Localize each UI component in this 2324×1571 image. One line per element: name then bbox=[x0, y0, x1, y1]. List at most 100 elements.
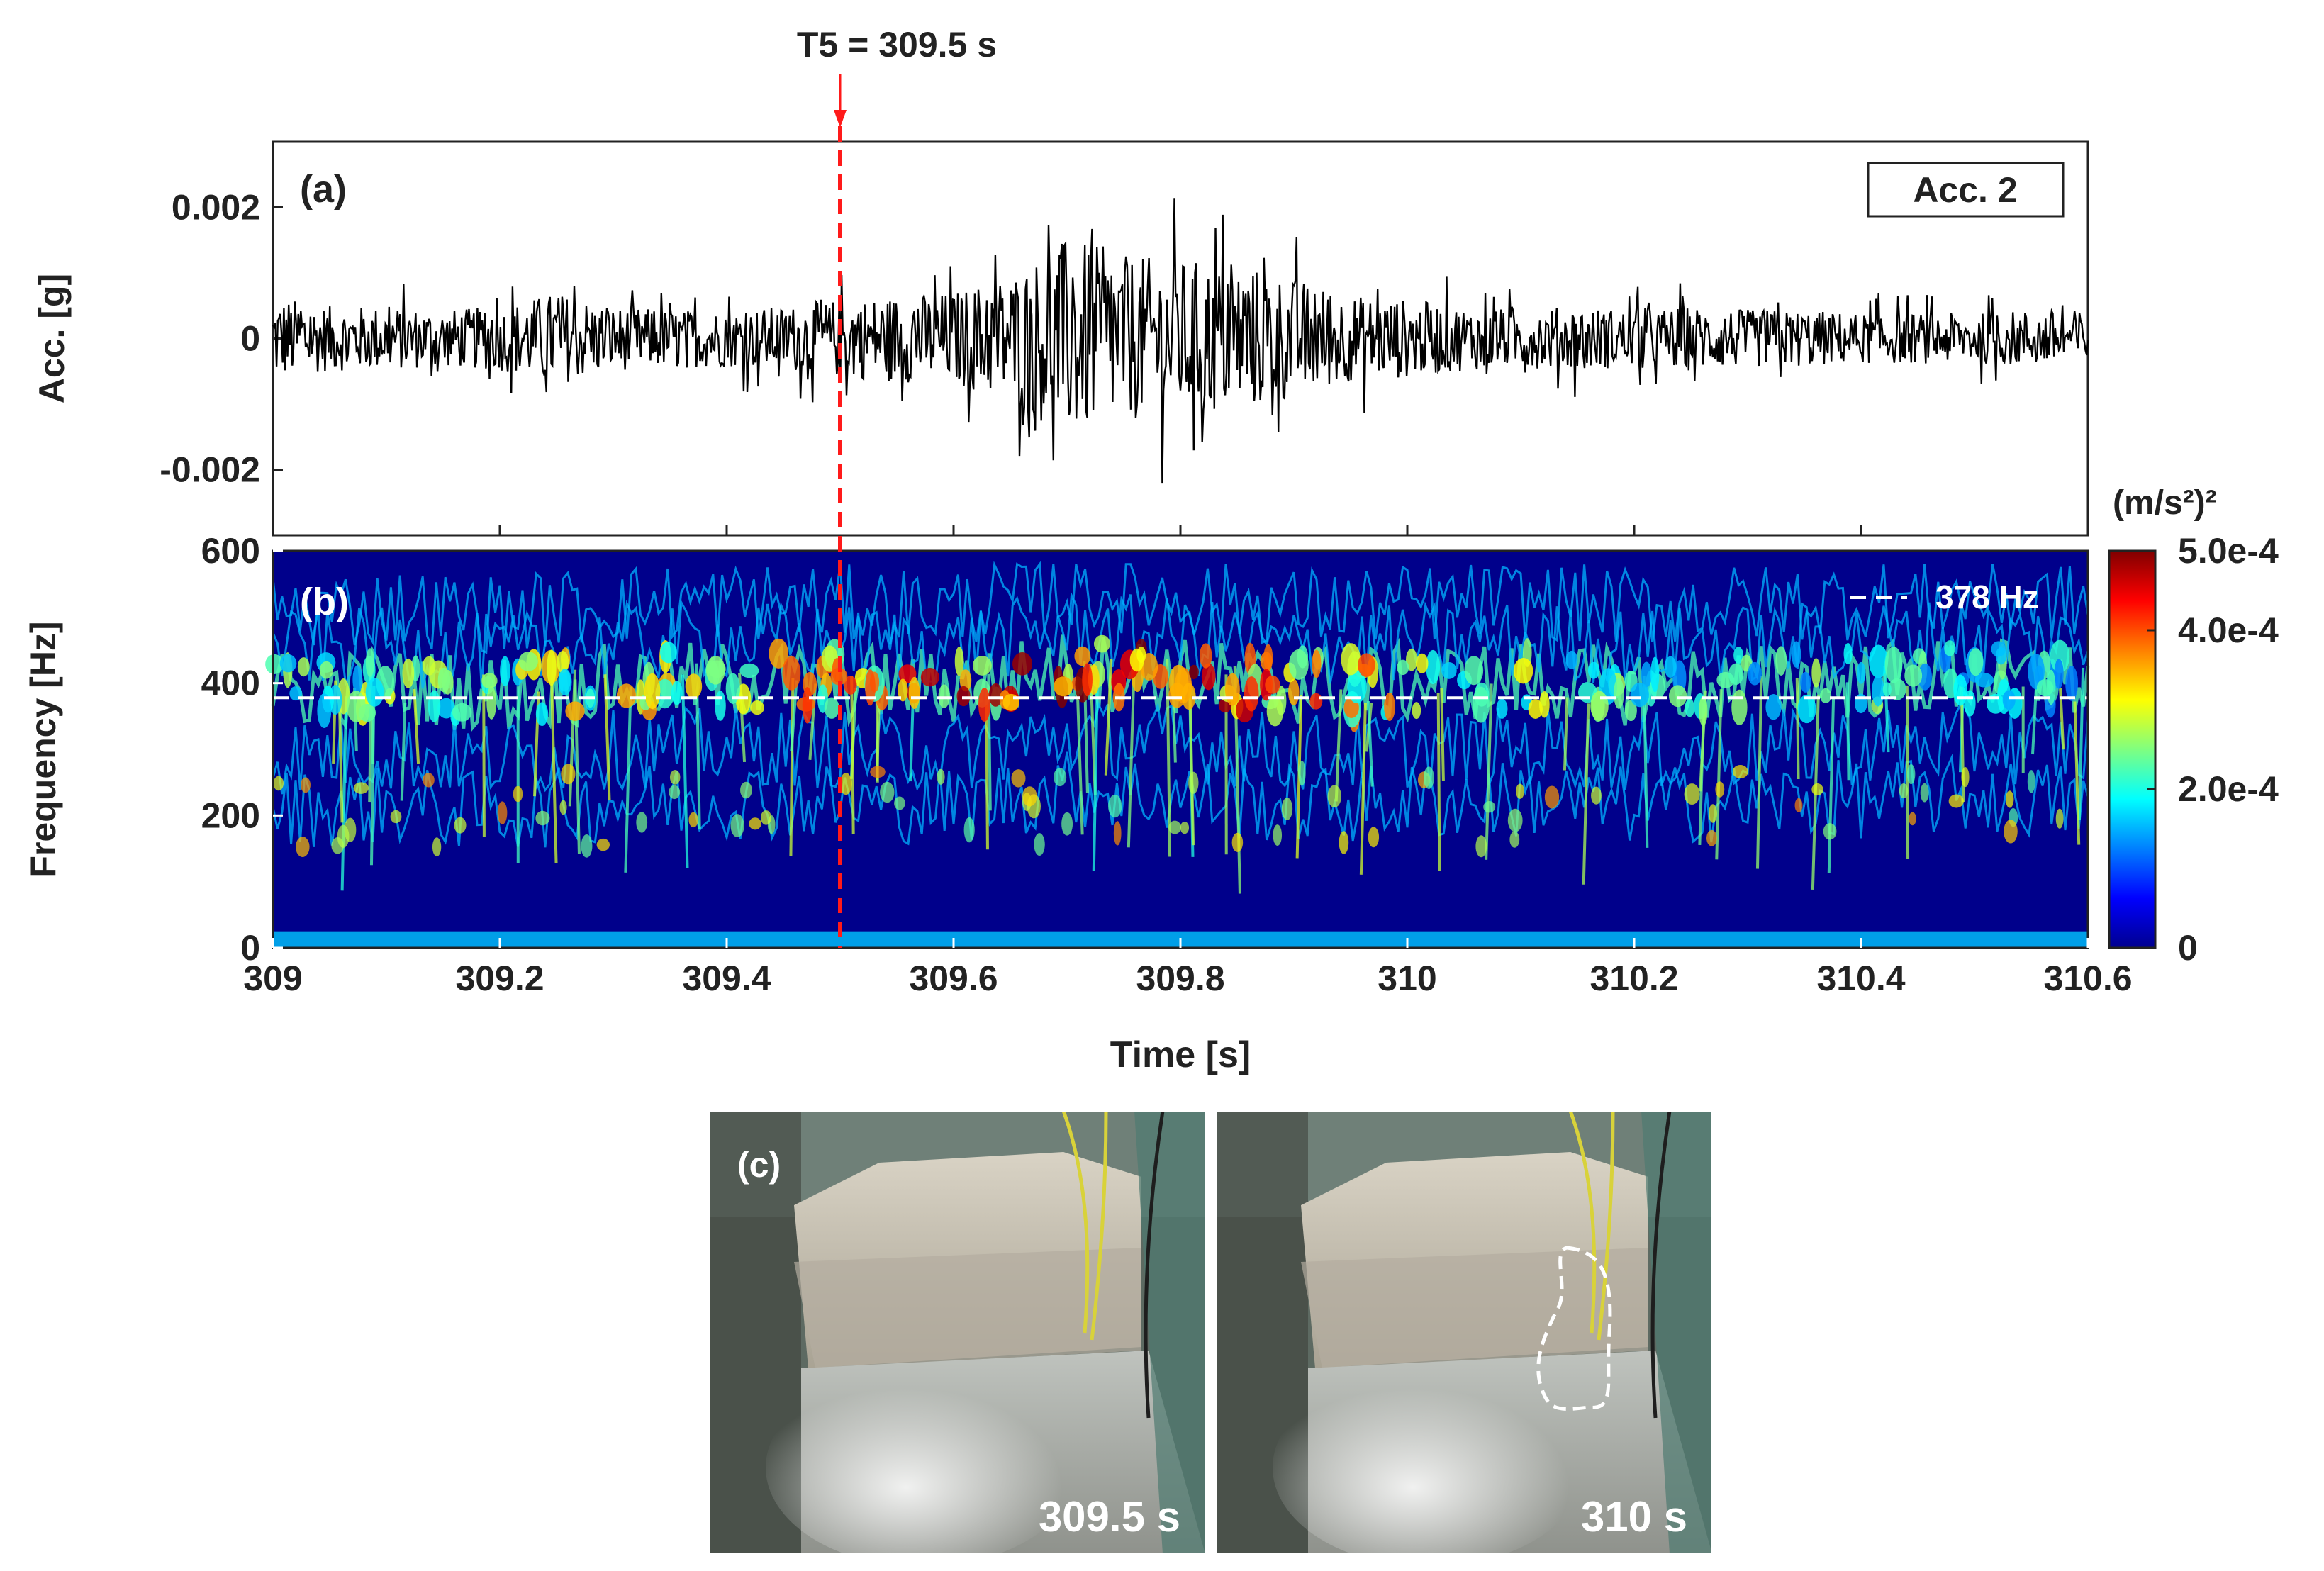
spectrogram-peak bbox=[1231, 832, 1244, 852]
spectrogram-streak bbox=[1436, 693, 1441, 871]
spectrogram-peak bbox=[740, 781, 752, 799]
spectrogram-peak bbox=[1920, 783, 1929, 803]
spectrogram-peak bbox=[1748, 661, 1762, 686]
colorbar-title: (m/s²)² bbox=[2113, 484, 2217, 522]
spectrogram-peak bbox=[1974, 673, 1994, 688]
spectrogram-peak bbox=[1732, 764, 1748, 779]
spectrogram-peak bbox=[839, 773, 852, 795]
spectrogram-peak bbox=[1093, 634, 1110, 653]
spectrogram-peak bbox=[1587, 661, 1600, 679]
spectrogram-peak bbox=[365, 648, 375, 677]
spectrogram-peak bbox=[1843, 642, 1853, 665]
spectrogram-peak bbox=[2005, 790, 2014, 808]
spectrogram-peak bbox=[297, 657, 310, 677]
spectrogram-streak bbox=[2031, 680, 2038, 755]
spectrogram-peak bbox=[669, 769, 681, 785]
spectrogram-peak bbox=[317, 693, 332, 729]
panel-b-y-tick-label: 0 bbox=[240, 928, 260, 968]
spectrogram-peak bbox=[938, 684, 950, 708]
spectrogram-peak bbox=[319, 661, 333, 679]
spectrogram-peak bbox=[1953, 674, 1967, 706]
spectrogram-peak bbox=[1082, 663, 1093, 697]
spectrogram-peak bbox=[1339, 831, 1349, 854]
spectrogram-peak bbox=[481, 673, 498, 689]
legend-label-acc-2: Acc. 2 bbox=[1913, 170, 2017, 210]
spectrogram-streak bbox=[1755, 676, 1763, 869]
photo-310s: 310 s bbox=[1215, 1110, 1713, 1567]
spectrogram-peak bbox=[636, 812, 648, 833]
x-tick-label: 310 bbox=[1378, 958, 1436, 998]
spectrogram-peak bbox=[685, 673, 703, 699]
x-tick-label: 309.8 bbox=[1136, 958, 1224, 998]
spectrogram-peak bbox=[1263, 644, 1273, 672]
spectrogram-peak bbox=[655, 678, 675, 709]
spectrogram-peak bbox=[988, 683, 1003, 707]
spectrogram-peak bbox=[273, 776, 284, 791]
spectrogram-streak bbox=[2073, 701, 2081, 845]
spectrogram-peak bbox=[497, 801, 508, 824]
spectrogram-peak bbox=[1289, 649, 1309, 680]
spectrogram-peak bbox=[1265, 675, 1280, 694]
spectrogram-peak bbox=[518, 652, 538, 671]
spectrogram-peak bbox=[353, 782, 369, 794]
colorbar-tick-label: 0 bbox=[2178, 928, 2198, 968]
spectrogram-peak bbox=[1765, 694, 1782, 720]
spectrogram-peak bbox=[1341, 643, 1361, 676]
spectrogram-peak bbox=[1685, 698, 1695, 717]
panel-a-label: (a) bbox=[300, 168, 347, 211]
spectrogram-peak bbox=[1516, 783, 1524, 799]
spectrogram-peak bbox=[437, 698, 456, 719]
spectrogram-peak bbox=[1906, 764, 1916, 785]
spectrogram-streak bbox=[1359, 703, 1367, 875]
spectrogram-peak bbox=[300, 777, 311, 793]
spectrogram-peak bbox=[937, 768, 945, 785]
spectrogram-peak bbox=[1472, 686, 1490, 723]
spectrogram-peak bbox=[1948, 794, 1964, 808]
spectrogram-peak bbox=[1918, 663, 1932, 691]
spectrogram-peak bbox=[346, 691, 366, 722]
legend-box bbox=[1867, 162, 2065, 218]
spectrogram-peak bbox=[1426, 649, 1441, 684]
spectrogram-peak bbox=[390, 810, 402, 824]
spectrogram-peak bbox=[1113, 821, 1122, 846]
spectrogram-streak bbox=[1883, 666, 1890, 753]
spectrogram-peak bbox=[824, 697, 839, 719]
spectrogram-peak bbox=[1650, 656, 1660, 693]
x-tick-label: 309.4 bbox=[682, 958, 771, 998]
spectrogram-peak bbox=[1528, 699, 1543, 719]
spectrogram-peak bbox=[565, 701, 585, 721]
spectrogram-peak bbox=[1312, 649, 1322, 678]
spectrogram-peak bbox=[1591, 786, 1602, 805]
x-tick-label: 310.4 bbox=[1816, 958, 1905, 998]
spectrogram-peak bbox=[959, 669, 972, 692]
spectrogram-peak bbox=[2004, 820, 2018, 844]
spectrogram-peak bbox=[1441, 661, 1457, 679]
spectrogram-peak bbox=[1054, 768, 1067, 787]
spectrogram-peak bbox=[865, 669, 876, 706]
spectrogram-streak bbox=[340, 696, 348, 891]
spectrogram-peak bbox=[2002, 690, 2016, 710]
spectrogram-peak bbox=[2027, 770, 2035, 793]
spectrogram-peak bbox=[870, 766, 886, 778]
spectrogram-peak bbox=[547, 649, 557, 686]
spectrogram-marks bbox=[265, 561, 2090, 948]
spectrogram-streak bbox=[790, 680, 798, 751]
spectrogram-streak bbox=[1715, 689, 1723, 860]
spectrogram-peak bbox=[1909, 812, 1916, 826]
spectrogram-peak bbox=[972, 655, 992, 676]
spectrogram-streak bbox=[1827, 697, 1836, 873]
spectrogram-peak bbox=[1507, 808, 1523, 832]
spectrogram-peak bbox=[596, 838, 610, 851]
spectrogram-peak bbox=[708, 660, 726, 678]
spectrogram-peak bbox=[963, 817, 975, 843]
spectrogram-peak bbox=[715, 691, 726, 721]
spectrogram-trace bbox=[272, 561, 2089, 654]
spectrogram-peak bbox=[1475, 835, 1487, 858]
spectrogram-peak bbox=[1416, 653, 1429, 673]
panel-b-y-tick-label: 400 bbox=[201, 664, 260, 703]
spectrogram-peak bbox=[1327, 785, 1342, 808]
spectrogram-peak bbox=[1368, 827, 1380, 848]
spectrogram-peak bbox=[1273, 824, 1283, 846]
spectrogram-streak bbox=[1127, 677, 1136, 848]
spectrogram-trace bbox=[272, 751, 2089, 848]
